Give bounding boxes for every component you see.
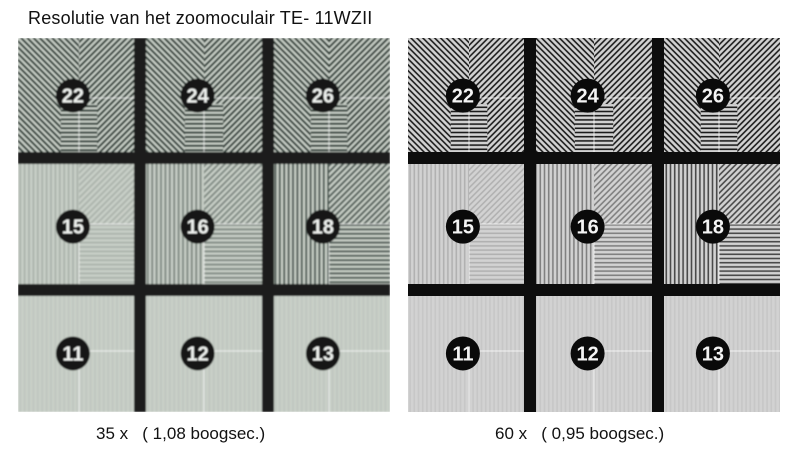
number-label-26: 26 [702, 86, 724, 108]
target-cell-13: 13 [268, 290, 390, 412]
number-label-12: 12 [576, 343, 598, 365]
number-label-11: 11 [452, 343, 473, 365]
target-cell-15: 15 [408, 158, 530, 290]
grid-bars [18, 38, 390, 412]
number-label-15: 15 [62, 217, 84, 239]
target-cell-15: 15 [18, 158, 140, 290]
number-disc-26 [695, 78, 730, 113]
number-disc-18 [695, 209, 730, 244]
target-cell-26: 26 [658, 38, 780, 158]
target-cell-16: 16 [140, 158, 268, 290]
target-cell-26: 26 [268, 38, 390, 158]
number-disc-24 [180, 78, 215, 113]
number-disc-16 [180, 209, 215, 244]
number-disc-13 [305, 336, 340, 371]
resolution-target-35x: 22 24 26 15 16 18 11 12 13 [18, 38, 390, 412]
number-label-15: 15 [452, 217, 474, 239]
number-disc-26 [305, 78, 340, 113]
number-label-12: 12 [186, 343, 208, 365]
target-cell-22: 22 [408, 38, 530, 158]
number-disc-15 [445, 209, 480, 244]
resolution-photo-35x: 22 24 26 15 16 18 11 12 13 [18, 38, 390, 412]
number-disc-18 [305, 209, 340, 244]
number-disc-16 [570, 209, 605, 244]
number-disc-12 [180, 336, 215, 371]
target-cell-16: 16 [530, 158, 658, 290]
number-label-16: 16 [186, 217, 208, 239]
target-cell-12: 12 [530, 290, 658, 412]
number-label-26: 26 [312, 86, 334, 108]
number-label-18: 18 [312, 217, 334, 239]
number-disc-11 [55, 336, 90, 371]
number-disc-11 [445, 336, 480, 371]
target-cell-11: 11 [408, 290, 530, 412]
grid-bars [408, 38, 780, 412]
resolution-target-60x: 22 24 26 15 16 18 11 12 13 [408, 38, 780, 412]
number-disc-12 [570, 336, 605, 371]
number-disc-15 [55, 209, 90, 244]
number-disc-22 [445, 78, 480, 113]
target-cell-24: 24 [140, 38, 268, 158]
number-label-18: 18 [702, 217, 724, 239]
number-label-13: 13 [312, 343, 334, 365]
caption-60x: 60 x ( 0,95 boogsec.) [495, 424, 665, 443]
number-label-22: 22 [62, 86, 84, 108]
number-label-22: 22 [452, 86, 474, 108]
number-label-13: 13 [702, 343, 724, 365]
target-cell-24: 24 [530, 38, 658, 158]
image-title: Resolutie van het zoomoculair TE- 11WZII [28, 8, 373, 28]
target-cell-12: 12 [140, 290, 268, 412]
target-cell-18: 18 [268, 158, 390, 290]
number-disc-24 [570, 78, 605, 113]
resolution-photo-60x: 22 24 26 15 16 18 11 12 13 [408, 38, 780, 412]
target-cell-11: 11 [18, 290, 140, 412]
number-label-24: 24 [576, 86, 599, 108]
target-cell-13: 13 [658, 290, 780, 412]
number-label-16: 16 [576, 217, 598, 239]
target-cell-22: 22 [18, 38, 140, 158]
number-label-24: 24 [186, 86, 209, 108]
target-cell-18: 18 [658, 158, 780, 290]
number-disc-22 [55, 78, 90, 113]
number-label-11: 11 [62, 343, 83, 365]
caption-35x: 35 x ( 1,08 boogsec.) [96, 424, 266, 443]
number-disc-13 [695, 336, 730, 371]
